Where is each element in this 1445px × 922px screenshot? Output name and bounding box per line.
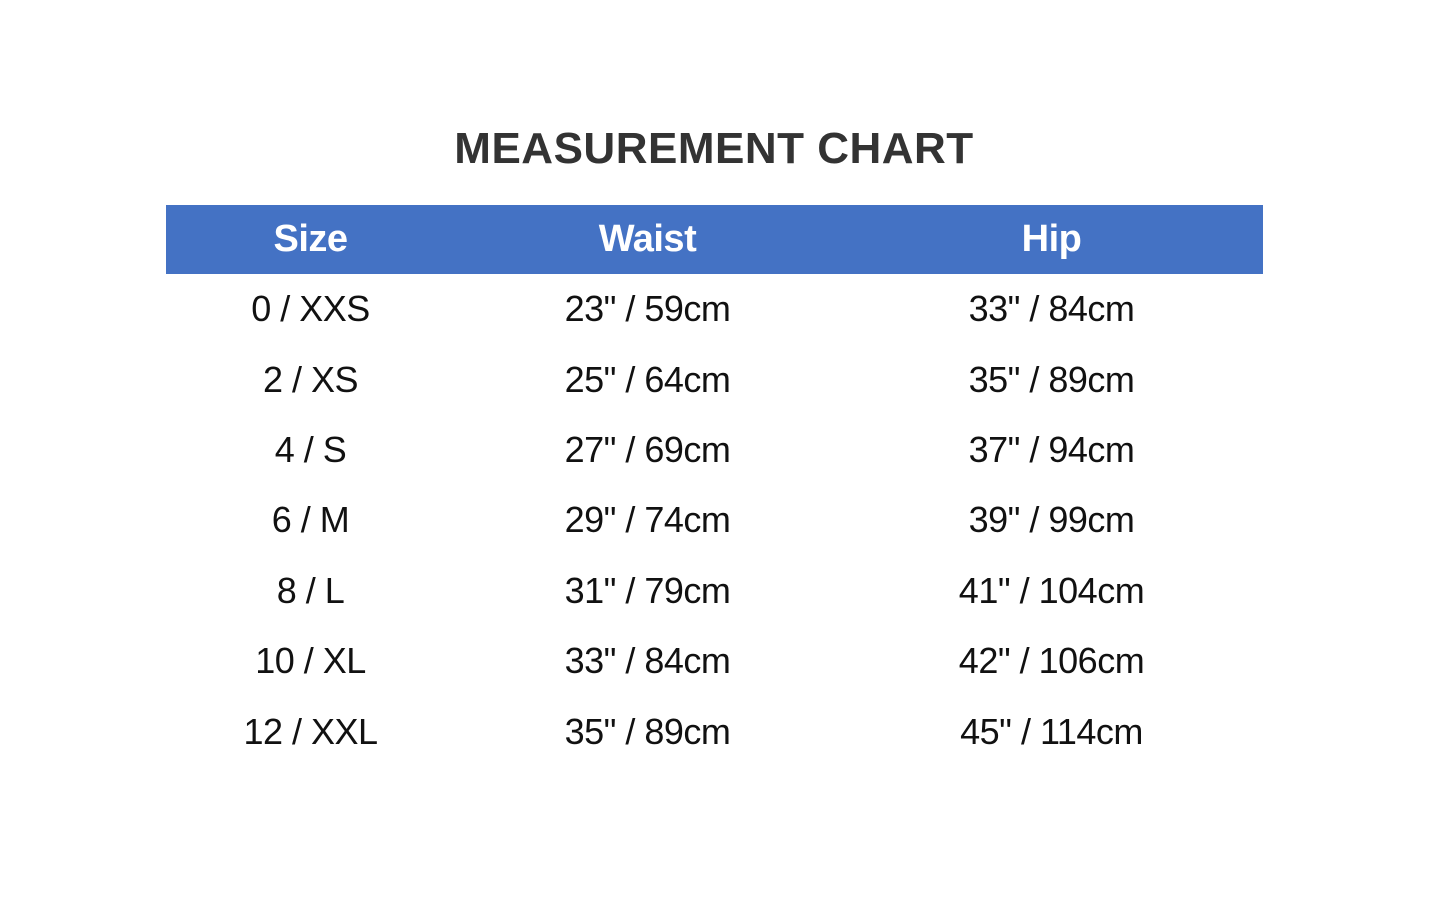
table-row: 6 / M 29" / 74cm 39" / 99cm	[166, 485, 1263, 555]
waist-cell: 25" / 64cm	[564, 358, 731, 400]
header-waist: Waist	[598, 218, 697, 260]
hip-cell: 41" / 104cm	[958, 569, 1145, 611]
hip-cell: 39" / 99cm	[968, 499, 1135, 541]
waist-cell: 35" / 89cm	[564, 710, 731, 752]
size-cell: 0 / XXS	[251, 288, 370, 330]
hip-cell: 42" / 106cm	[958, 640, 1145, 682]
hip-cell: 33" / 84cm	[968, 288, 1135, 330]
table-row: 8 / L 31" / 79cm 41" / 104cm	[166, 556, 1263, 626]
hip-cell: 35" / 89cm	[968, 358, 1135, 400]
waist-cell: 31" / 79cm	[564, 569, 731, 611]
size-cell: 10 / XL	[255, 640, 366, 682]
table-row: 12 / XXL 35" / 89cm 45" / 114cm	[166, 696, 1263, 766]
table-row: 2 / XS 25" / 64cm 35" / 89cm	[166, 344, 1263, 414]
size-cell: 2 / XS	[262, 358, 359, 400]
waist-cell: 33" / 84cm	[564, 640, 731, 682]
header-hip: Hip	[1021, 218, 1082, 260]
measurement-table: Size Waist Hip 0 / XXS 23" / 59cm 33" / 84…	[166, 205, 1263, 767]
table-header: Size Waist Hip	[166, 205, 1263, 274]
hip-cell: 45" / 114cm	[960, 710, 1143, 752]
size-cell: 8 / L	[276, 569, 345, 611]
size-cell: 12 / XXL	[243, 710, 378, 752]
table-row: 4 / S 27" / 69cm 37" / 94cm	[166, 415, 1263, 485]
table-row: 0 / XXS 23" / 59cm 33" / 84cm	[166, 274, 1263, 344]
waist-cell: 23" / 59cm	[564, 288, 731, 330]
hip-cell: 37" / 94cm	[968, 428, 1135, 470]
table-row: 10 / XL 33" / 84cm 42" / 106cm	[166, 626, 1263, 696]
page-title: MEASUREMENT CHART	[454, 124, 974, 173]
header-size: Size	[273, 218, 348, 260]
size-cell: 4 / S	[274, 428, 347, 470]
waist-cell: 27" / 69cm	[564, 428, 731, 470]
size-cell: 6 / M	[271, 499, 350, 541]
waist-cell: 29" / 74cm	[564, 499, 731, 541]
